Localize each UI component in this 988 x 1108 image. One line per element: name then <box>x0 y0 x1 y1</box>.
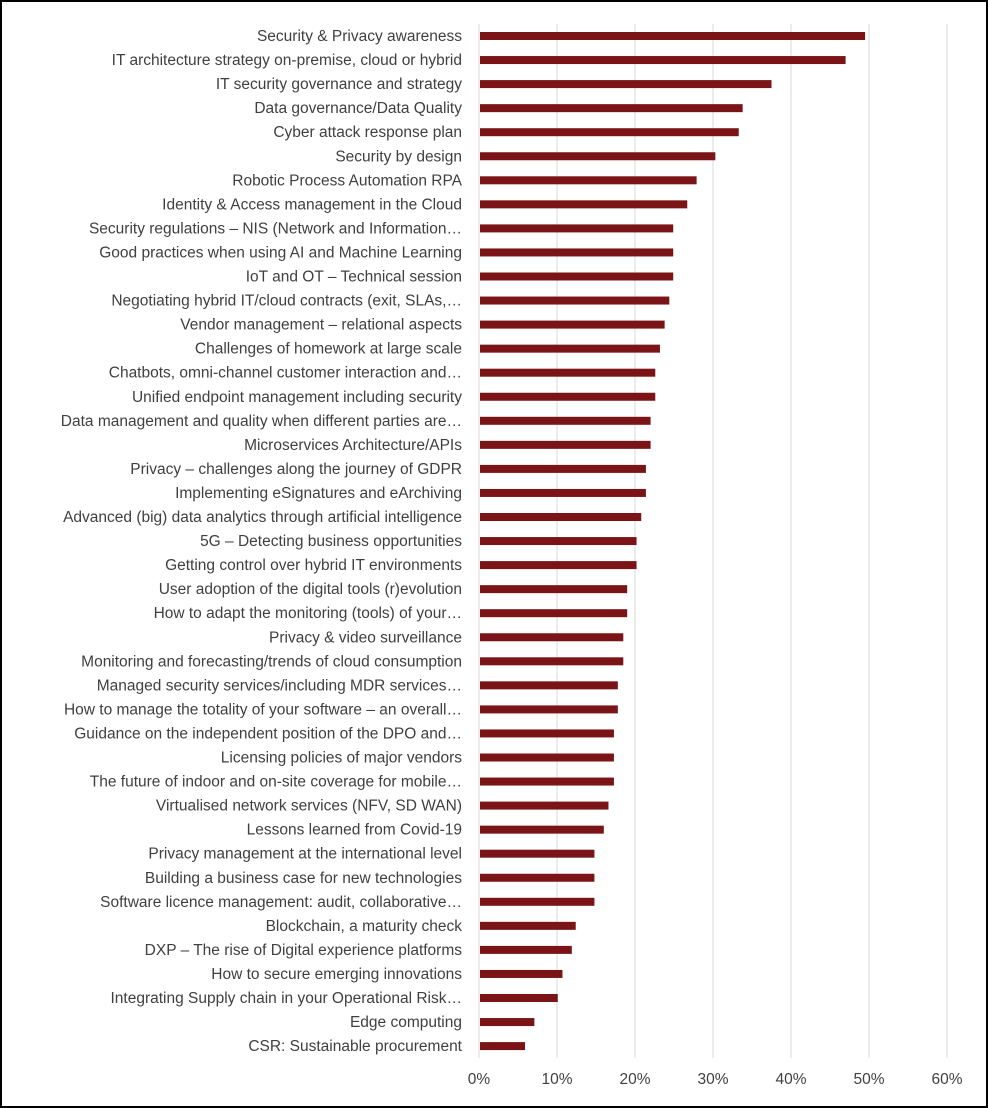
category-label: Security regulations – NIS (Network and … <box>89 220 462 237</box>
bar <box>480 345 660 353</box>
bar <box>480 297 669 305</box>
category-label: Blockchain, a maturity check <box>266 918 463 935</box>
bar <box>480 248 673 256</box>
bar <box>480 657 623 665</box>
bar <box>480 537 637 545</box>
category-label: Building a business case for new technol… <box>145 870 462 887</box>
category-label: Cyber attack response plan <box>273 124 462 141</box>
bar <box>480 200 687 208</box>
bar <box>480 465 646 473</box>
category-label: Privacy – challenges along the journey o… <box>130 461 462 478</box>
x-tick-label: 30% <box>697 1071 728 1088</box>
bars <box>480 32 865 1050</box>
bar <box>480 393 655 401</box>
bar <box>480 994 558 1002</box>
category-label: Challenges of homework at large scale <box>195 341 462 358</box>
x-tick-label: 20% <box>619 1071 650 1088</box>
bar <box>480 946 572 954</box>
bar <box>480 609 627 617</box>
category-label: CSR: Sustainable procurement <box>248 1038 462 1055</box>
category-label: Integrating Supply chain in your Operati… <box>110 990 462 1007</box>
category-label: Managed security services/including MDR … <box>97 677 462 694</box>
bar <box>480 633 623 641</box>
category-label: Software licence management: audit, coll… <box>100 894 462 911</box>
category-label: Advanced (big) data analytics through ar… <box>63 509 462 526</box>
category-label: Negotiating hybrid IT/cloud contracts (e… <box>111 293 462 310</box>
bar <box>480 778 614 786</box>
category-label: IT architecture strategy on-premise, clo… <box>112 52 462 69</box>
category-label: Data governance/Data Quality <box>254 100 462 117</box>
category-label: How to adapt the monitoring (tools) of y… <box>154 605 462 622</box>
bar <box>480 874 594 882</box>
bar-chart: Security & Privacy awareness IT architect… <box>2 2 986 1106</box>
category-label: Security & Privacy awareness <box>257 28 462 45</box>
bar <box>480 273 673 281</box>
bar <box>480 224 673 232</box>
category-label: Licensing policies of major vendors <box>221 750 462 767</box>
category-label: Virtualised network services (NFV, SD WA… <box>156 798 462 815</box>
category-label: Microservices Architecture/APIs <box>244 437 462 454</box>
category-label: Edge computing <box>350 1014 462 1031</box>
x-tick-label: 50% <box>853 1071 884 1088</box>
category-label: Getting control over hybrid IT environme… <box>165 557 462 574</box>
category-label: Security by design <box>335 148 462 165</box>
bar <box>480 513 641 521</box>
category-label: The future of indoor and on-site coverag… <box>90 774 462 791</box>
category-label: Unified endpoint management including se… <box>132 389 462 406</box>
bar <box>480 321 665 329</box>
bar <box>480 898 594 906</box>
bar <box>480 152 715 160</box>
category-label: Monitoring and forecasting/trends of clo… <box>81 653 462 670</box>
x-tick-label: 10% <box>541 1071 572 1088</box>
chart-frame: Security & Privacy awareness IT architect… <box>0 0 988 1108</box>
bar <box>480 176 697 184</box>
category-label: Data management and quality when differe… <box>61 413 462 430</box>
category-label: 5G – Detecting business opportunities <box>200 533 462 550</box>
bar <box>480 850 594 858</box>
bar <box>480 826 604 834</box>
bar <box>480 754 614 762</box>
category-labels: Security & Privacy awareness IT architect… <box>61 28 463 1055</box>
bar <box>480 1042 525 1050</box>
category-label: Vendor management – relational aspects <box>180 317 462 334</box>
category-label: Identity & Access management in the Clou… <box>162 196 462 213</box>
bar <box>480 681 618 689</box>
bar <box>480 729 614 737</box>
bar <box>480 80 772 88</box>
category-label: Guidance on the independent position of … <box>74 725 462 742</box>
bar <box>480 1018 534 1026</box>
bar <box>480 56 846 64</box>
bar <box>480 489 646 497</box>
category-label: User adoption of the digital tools (r)ev… <box>159 581 462 598</box>
category-label: DXP – The rise of Digital experience pla… <box>145 942 463 959</box>
category-label: IT security governance and strategy <box>216 76 462 93</box>
bar <box>480 417 651 425</box>
category-label: How to secure emerging innovations <box>211 966 462 983</box>
bar <box>480 32 865 40</box>
bar <box>480 369 655 377</box>
category-label: Robotic Process Automation RPA <box>232 172 462 189</box>
category-label: Good practices when using AI and Machine… <box>99 244 462 261</box>
bar <box>480 441 651 449</box>
x-tick-label: 0% <box>468 1071 491 1088</box>
bar <box>480 922 576 930</box>
category-label: How to manage the totality of your softw… <box>64 701 462 718</box>
bar <box>480 128 739 136</box>
x-tick-label: 40% <box>775 1071 806 1088</box>
category-label: Privacy & video surveillance <box>269 629 462 646</box>
bar <box>480 705 618 713</box>
bar <box>480 970 562 978</box>
category-label: Chatbots, omni-channel customer interact… <box>109 365 462 382</box>
bar <box>480 802 608 810</box>
x-axis-ticks: 0% 10% 20% 30% 40% 50% 60% <box>468 1071 963 1088</box>
category-label: Lessons learned from Covid-19 <box>247 822 462 839</box>
bar <box>480 561 637 569</box>
category-label: Privacy management at the international … <box>148 846 462 863</box>
category-label: Implementing eSignatures and eArchiving <box>175 485 462 502</box>
bar <box>480 585 627 593</box>
x-tick-label: 60% <box>931 1071 962 1088</box>
bar <box>480 104 743 112</box>
category-label: IoT and OT – Technical session <box>246 269 462 286</box>
